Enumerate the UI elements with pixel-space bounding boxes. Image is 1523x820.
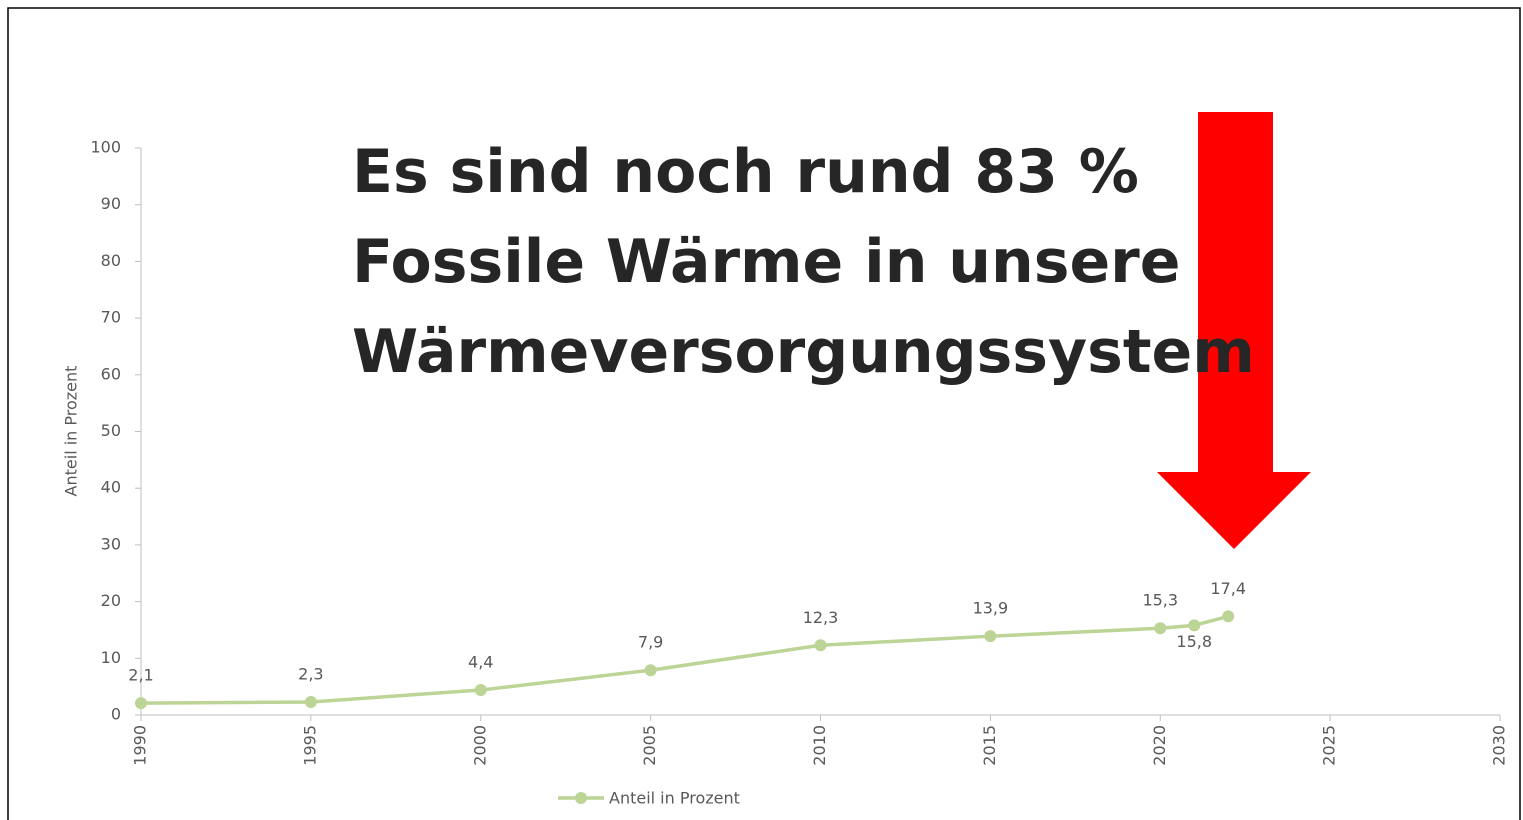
x-tick-label: 2020 — [1150, 725, 1169, 766]
frame — [7, 7, 1521, 820]
y-tick-label: 60 — [101, 364, 121, 383]
x-tick-label: 1990 — [131, 725, 150, 766]
x-tick-label: 2010 — [810, 725, 829, 766]
y-tick-label: 20 — [101, 591, 121, 610]
x-tick-label: 2000 — [470, 725, 489, 766]
data-label: 15,3 — [1142, 591, 1178, 610]
x-tick-label: 2015 — [980, 725, 999, 766]
legend-label: Anteil in Prozent — [609, 789, 740, 808]
x-tick-label: 2030 — [1490, 725, 1509, 766]
annotation: Fossile Wärme in unsere — [352, 227, 1180, 297]
marker — [135, 697, 147, 710]
marker — [1222, 610, 1235, 623]
y-tick-label: 100 — [90, 138, 121, 157]
y-axis-label: Anteil in Prozent — [62, 366, 81, 497]
y-tick-label: 10 — [101, 648, 121, 667]
annotation: Es sind noch rund 83 % — [352, 137, 1139, 207]
line — [140, 614, 1229, 705]
y-tick-label: 70 — [101, 308, 121, 327]
data-label: 12,3 — [803, 608, 839, 627]
annotation: Wärmeversorgungssystem — [352, 317, 1255, 387]
data-label: 7,9 — [638, 633, 663, 652]
data-label: 13,9 — [973, 599, 1009, 618]
marker — [304, 695, 317, 708]
marker — [1154, 622, 1167, 635]
legend-marker — [575, 792, 587, 804]
data-label: 17,4 — [1210, 579, 1246, 598]
y-tick-label: 50 — [101, 421, 121, 440]
marker — [474, 684, 487, 697]
x-tick-label: 2005 — [640, 725, 659, 766]
y-tick-label: 80 — [101, 251, 121, 270]
marker — [814, 639, 827, 652]
marker — [984, 630, 997, 643]
arrow — [1157, 112, 1311, 549]
data-label: 4,4 — [468, 653, 493, 672]
marker — [644, 664, 657, 677]
y-tick-label: 90 — [101, 194, 121, 213]
data-label: 15,8 — [1176, 632, 1212, 651]
x-tick-label: 1995 — [300, 725, 319, 766]
y-tick-label: 30 — [101, 534, 121, 553]
data-label: 2,1 — [128, 666, 153, 685]
x-tick-label: 2025 — [1320, 725, 1339, 766]
y-tick-label: 0 — [111, 705, 121, 724]
data-label: 2,3 — [298, 664, 323, 683]
y-tick-label: 40 — [101, 478, 121, 497]
marker — [1188, 619, 1201, 632]
